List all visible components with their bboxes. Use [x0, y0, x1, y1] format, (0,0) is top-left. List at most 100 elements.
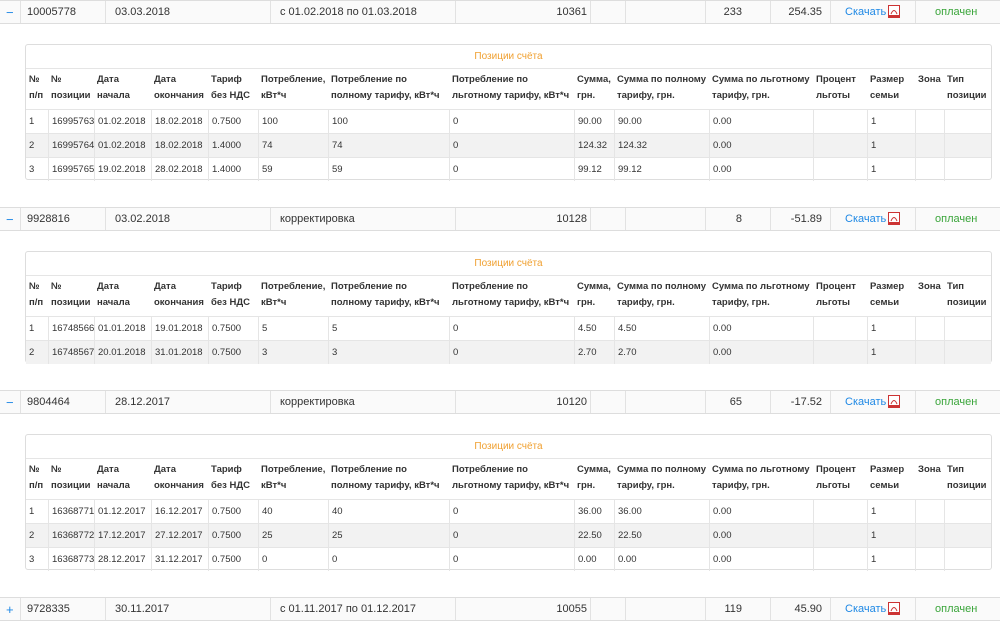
cell: 0.00 — [709, 548, 813, 571]
column-header: Потребление, кВт*ч — [261, 281, 326, 308]
cell: 2 — [29, 347, 35, 358]
cell: 36.00 — [574, 500, 614, 523]
column-header: № позиции — [51, 281, 91, 308]
cell: 0 — [449, 110, 574, 133]
invoice-row: − 9804464 28.12.2017 корректировка 10120 65 -1… — [0, 390, 1000, 414]
separator — [770, 391, 771, 413]
separator — [830, 391, 831, 413]
cell: 1 — [29, 323, 35, 334]
column-header: Потребление, кВт*ч — [261, 464, 326, 491]
cell: 16995764 — [48, 134, 94, 157]
cell: 25 — [258, 524, 328, 547]
cell — [915, 134, 944, 157]
separator — [705, 598, 706, 620]
cell: 0.00 — [709, 524, 813, 547]
toggle[interactable]: − — [6, 5, 14, 20]
toggle[interactable]: − — [6, 395, 14, 410]
cell: 2.70 — [574, 341, 614, 364]
cell: 0.7500 — [208, 317, 258, 340]
pdf-icon[interactable] — [888, 212, 900, 225]
separator — [590, 598, 591, 620]
position-row: 3 16368773 28.12.2017 31.12.2017 0.7500 0 0 0 0.… — [26, 547, 991, 571]
cell: 16748567 — [48, 341, 94, 364]
cell: 0.00 — [574, 548, 614, 571]
cell — [915, 341, 944, 364]
separator — [455, 391, 456, 413]
amount: 254.35 — [788, 6, 822, 18]
cell: 16368773 — [48, 548, 94, 571]
separator — [705, 391, 706, 413]
meter-reading: 10120 — [556, 396, 587, 408]
cell: 28.02.2018 — [151, 158, 208, 181]
cell: 59 — [328, 158, 449, 181]
cell: 0 — [328, 548, 449, 571]
status: оплачен — [935, 603, 978, 615]
column-header: Сумма по льготному тарифу, грн. — [712, 281, 810, 308]
cell: 1 — [29, 116, 35, 127]
cell: 0 — [449, 158, 574, 181]
cell: 1 — [867, 110, 915, 133]
toggle[interactable]: + — [6, 602, 14, 617]
column-header: Дата начала — [97, 74, 130, 101]
cell: 99.12 — [574, 158, 614, 181]
cell: 3 — [328, 341, 449, 364]
column-header: Потребление по полному тарифу, кВт*ч — [331, 281, 440, 308]
cell — [915, 548, 944, 571]
separator — [105, 1, 106, 23]
cell: 18.02.2018 — [151, 134, 208, 157]
positions-title: Позиции счёта — [26, 435, 991, 459]
cell: 5 — [258, 317, 328, 340]
cell: 01.02.2018 — [94, 134, 151, 157]
invoice-number: 9728335 — [27, 603, 70, 615]
download-link[interactable]: Скачать — [845, 603, 887, 615]
cell — [915, 110, 944, 133]
separator — [20, 598, 21, 620]
cell: 0 — [449, 524, 574, 547]
cell — [813, 110, 867, 133]
separator — [105, 208, 106, 230]
cell: 22.50 — [574, 524, 614, 547]
separator — [20, 208, 21, 230]
cell: 1 — [867, 134, 915, 157]
pdf-icon[interactable] — [888, 602, 900, 615]
separator — [455, 1, 456, 23]
cell: 0.7500 — [208, 548, 258, 571]
column-header: № п/п — [29, 74, 44, 101]
amount: -51.89 — [790, 213, 822, 225]
invoice-number: 10005778 — [27, 6, 76, 18]
download-link[interactable]: Скачать — [845, 396, 887, 408]
cell: 36.00 — [614, 500, 709, 523]
cell: 0 — [449, 317, 574, 340]
invoice-date: 30.11.2017 — [115, 603, 170, 615]
download-link[interactable]: Скачать — [845, 213, 887, 225]
consumption: 233 — [723, 6, 742, 18]
column-header: Зона — [918, 464, 941, 475]
cell: 4.50 — [614, 317, 709, 340]
cell: 0 — [449, 341, 574, 364]
cell — [813, 548, 867, 571]
cell: 0 — [449, 134, 574, 157]
separator — [105, 598, 106, 620]
toggle[interactable]: − — [6, 212, 14, 227]
pdf-icon[interactable] — [888, 395, 900, 408]
status: оплачен — [935, 396, 978, 408]
column-header: Процент льготы — [816, 464, 856, 491]
invoice-period: корректировка — [280, 396, 355, 408]
pdf-icon[interactable] — [888, 5, 900, 18]
separator — [625, 1, 626, 23]
cell: 18.02.2018 — [151, 110, 208, 133]
cell: 40 — [328, 500, 449, 523]
cell: 16368772 — [48, 524, 94, 547]
download-link[interactable]: Скачать — [845, 6, 887, 18]
column-header: № п/п — [29, 464, 44, 491]
positions-table: Позиции счёта № п/п № позиции Дата начала Да… — [25, 44, 992, 181]
invoice-row: +9728335 30.11.2017 с 01.11.2017 по 01.12.… — [0, 597, 1000, 621]
column-header: Зона — [918, 281, 941, 292]
cell — [944, 341, 993, 364]
separator — [770, 208, 771, 230]
position-row: 2 16995764 01.02.2018 18.02.2018 1.4000 74 74 0… — [26, 133, 991, 157]
cell — [944, 500, 993, 523]
cell: 5 — [328, 317, 449, 340]
position-row: 1 16368771 01.12.2017 16.12.2017 0.7500 40 40 0… — [26, 499, 991, 523]
column-header: Потребление по льготному тарифу, кВт*ч — [452, 281, 570, 308]
